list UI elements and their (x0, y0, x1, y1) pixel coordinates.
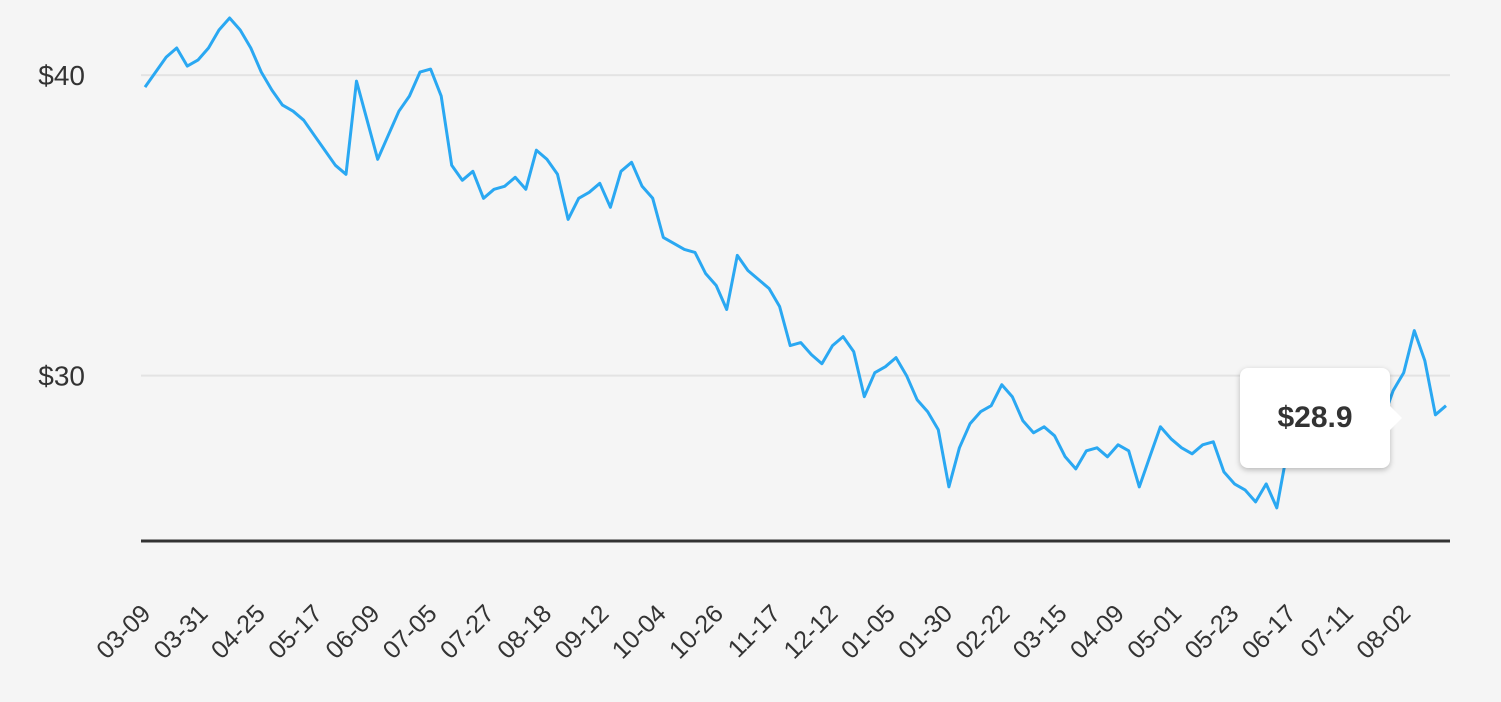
x-tick-label: 05-17 (263, 599, 328, 664)
x-tick-label: 03-15 (1008, 599, 1073, 664)
x-tick-label: 05-01 (1122, 599, 1187, 664)
x-tick-label: 06-17 (1237, 599, 1302, 664)
x-axis-ticks: 03-0903-3104-2505-1706-0907-0507-2708-18… (91, 599, 1416, 664)
y-axis-ticks: $30 $40 (38, 60, 85, 392)
y-tick-label: $30 (38, 361, 85, 392)
x-tick-label: 02-22 (950, 599, 1015, 664)
x-tick-label: 05-23 (1179, 599, 1244, 664)
x-tick-label: 03-31 (148, 599, 213, 664)
x-tick-label: 01-30 (893, 599, 958, 664)
x-tick-label: 06-09 (320, 599, 385, 664)
x-tick-label: 10-26 (664, 599, 729, 664)
x-tick-label: 08-02 (1351, 599, 1416, 664)
x-tick-label: 04-25 (206, 599, 271, 664)
x-tick-label: 08-18 (492, 599, 557, 664)
price-series (143, 16, 1447, 510)
x-tick-label: 10-04 (607, 599, 672, 664)
x-tick-label: 03-09 (91, 599, 156, 664)
x-tick-label: 07-05 (378, 599, 443, 664)
price-tooltip: $28.9 (1240, 368, 1402, 468)
tooltip-value: $28.9 (1277, 401, 1353, 434)
y-tick-label: $40 (38, 60, 85, 91)
x-tick-label: 07-11 (1295, 599, 1359, 663)
grid-lines (141, 74, 1450, 377)
x-tick-label: 07-27 (435, 599, 500, 664)
x-tick-label: 04-09 (1065, 599, 1130, 664)
x-tick-label: 11-17 (723, 599, 787, 663)
x-tick-label: 09-12 (549, 599, 614, 664)
x-tick-label: 01-05 (836, 599, 901, 664)
price-line (143, 16, 1447, 510)
x-tick-label: 12-12 (778, 599, 843, 664)
